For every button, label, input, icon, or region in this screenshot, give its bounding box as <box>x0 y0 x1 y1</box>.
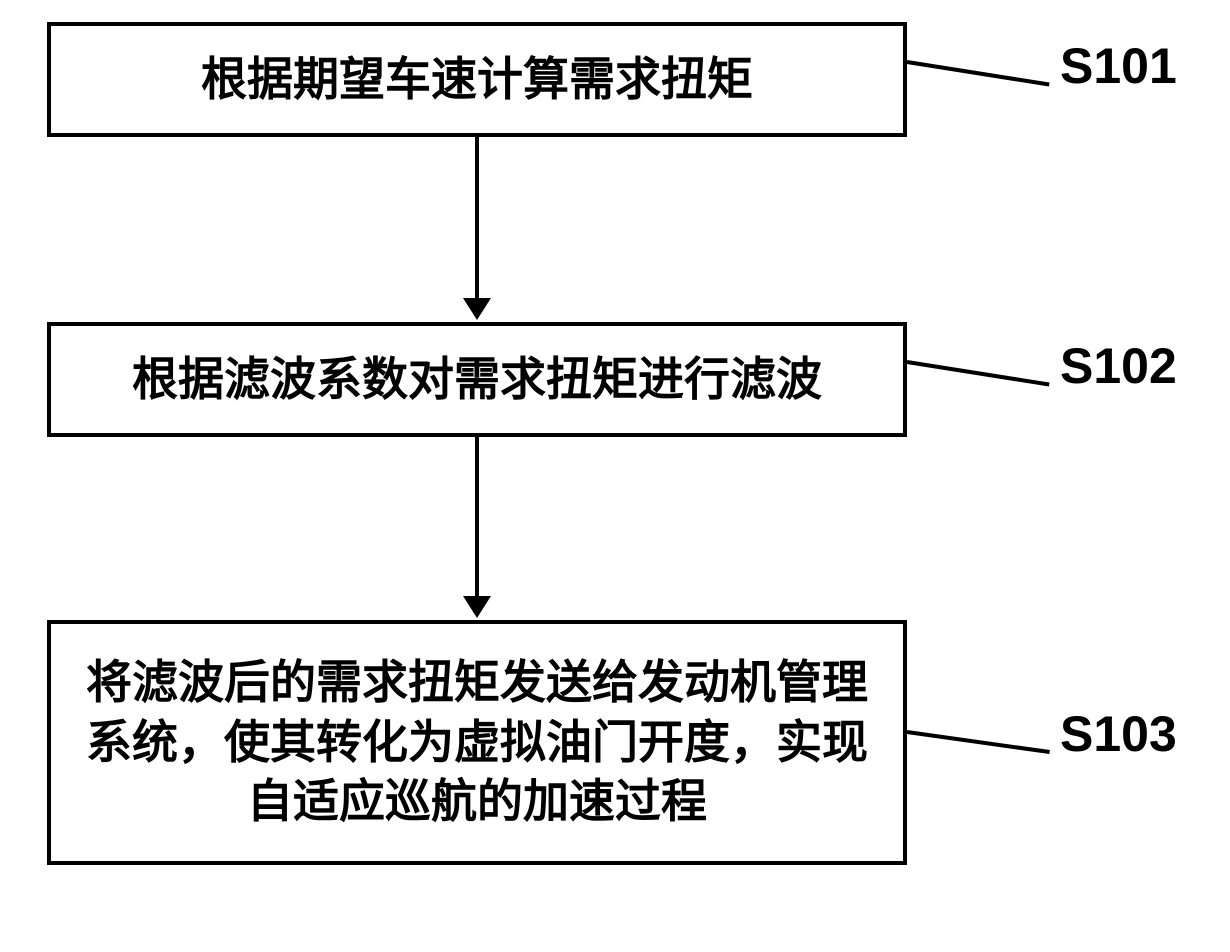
leader-line-3 <box>907 730 1050 754</box>
connector-2-3 <box>475 437 479 598</box>
leader-line-1 <box>907 60 1050 86</box>
arrow-head-2-3 <box>463 596 491 618</box>
step-label-1: S101 <box>1060 37 1177 95</box>
flow-box-1-text: 根据期望车速计算需求扭矩 <box>201 50 753 110</box>
leader-line-2 <box>907 360 1050 386</box>
arrow-head-1-2 <box>463 298 491 320</box>
flow-box-3: 将滤波后的需求扭矩发送给发动机管理系统，使其转化为虚拟油门开度，实现自适应巡航的… <box>47 620 907 865</box>
flowchart-container: 根据期望车速计算需求扭矩 根据滤波系数对需求扭矩进行滤波 将滤波后的需求扭矩发送… <box>0 0 1230 952</box>
connector-1-2 <box>475 137 479 300</box>
flow-box-3-text: 将滤波后的需求扭矩发送给发动机管理系统，使其转化为虚拟油门开度，实现自适应巡航的… <box>81 653 873 832</box>
flow-box-2-text: 根据滤波系数对需求扭矩进行滤波 <box>132 350 822 410</box>
step-label-3: S103 <box>1060 705 1177 763</box>
step-label-2: S102 <box>1060 337 1177 395</box>
flow-box-1: 根据期望车速计算需求扭矩 <box>47 22 907 137</box>
flow-box-2: 根据滤波系数对需求扭矩进行滤波 <box>47 322 907 437</box>
